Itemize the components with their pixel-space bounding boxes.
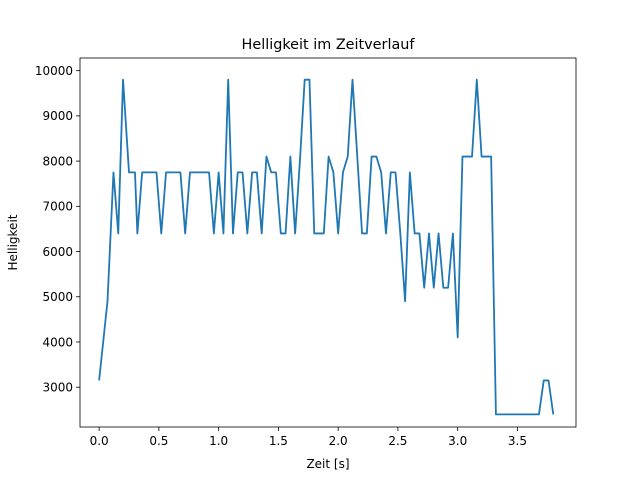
x-tick-label: 1.5 [269, 434, 288, 448]
y-axis-label: Helligkeit [6, 214, 20, 270]
x-tick-label: 3.5 [508, 434, 527, 448]
x-tick-label: 2.0 [329, 434, 348, 448]
y-tick-label: 8000 [42, 154, 73, 168]
y-tick-label: 4000 [42, 335, 73, 349]
x-tick-label: 0.0 [90, 434, 109, 448]
x-axis-ticks: 0.0 0.5 1.0 1.5 2.0 2.5 3.0 3.5 [90, 427, 527, 448]
y-tick-label: 10000 [35, 64, 73, 78]
axes-frame [79, 57, 577, 428]
x-tick-label: 3.0 [448, 434, 467, 448]
series-line-0 [98, 78, 555, 416]
y-tick-label: 6000 [42, 245, 73, 259]
series-layer [98, 78, 555, 416]
y-tick-label: 9000 [42, 109, 73, 123]
y-tick-label: 7000 [42, 200, 73, 214]
y-tick-label: 5000 [42, 290, 73, 304]
chart-title: Helligkeit im Zeitverlauf [242, 37, 416, 53]
x-tick-label: 0.5 [149, 434, 168, 448]
x-tick-label: 1.0 [209, 434, 228, 448]
x-tick-label: 2.5 [388, 434, 407, 448]
y-tick-label: 3000 [42, 381, 73, 395]
x-axis-label: Zeit [s] [306, 457, 349, 471]
y-axis-ticks: 3000 4000 5000 6000 7000 8000 9000 10000 [35, 64, 80, 395]
